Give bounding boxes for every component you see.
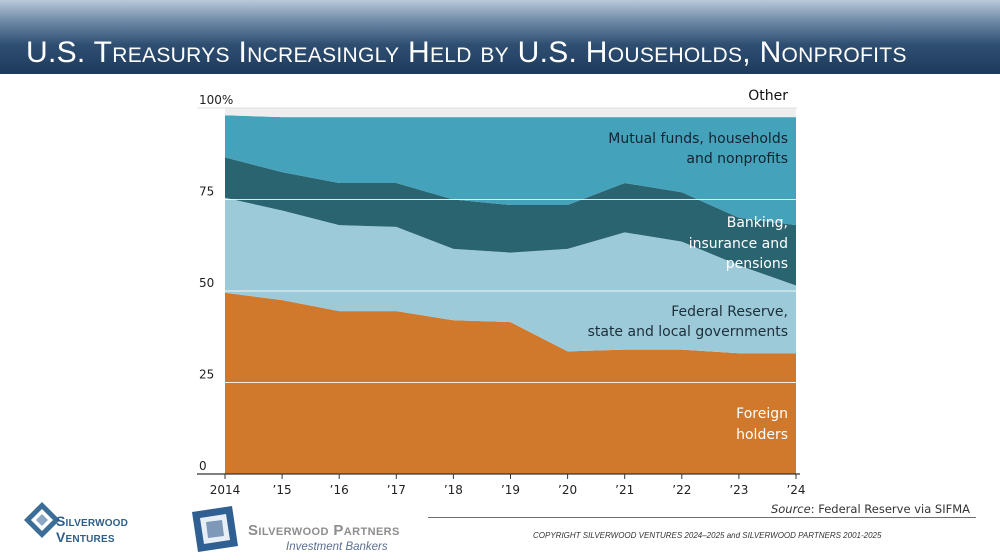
series-label: Mutual funds, households (608, 131, 788, 147)
x-tick-label: ’24 (786, 483, 805, 497)
x-tick-label: ’18 (444, 483, 463, 497)
source-note: Source: Federal Reserve via SIFMA (771, 502, 970, 516)
x-tick-label: ’21 (615, 483, 634, 497)
area-foreign-holders (225, 292, 796, 474)
logo-ventures-line1: Silverwood (56, 513, 129, 529)
area-federal-reserve-state-and-local-governments (225, 197, 796, 354)
logo-partners-line2: Investment Bankers (286, 541, 388, 553)
y-tick-label: 50 (199, 276, 214, 290)
source-text: : Federal Reserve via SIFMA (810, 502, 970, 516)
series-label: state and local governments (588, 324, 788, 340)
area-other (225, 108, 796, 118)
series-label: Federal Reserve, (671, 304, 788, 320)
y-tick-label: 25 (199, 368, 214, 382)
y-tick-label: 75 (199, 185, 214, 199)
x-tick-label: ’23 (729, 483, 748, 497)
slide-title: U.S. Treasurys Increasingly Held by U.S.… (26, 36, 907, 69)
area-mutual-funds-households-and-nonprofits (225, 115, 796, 226)
series-label: Other (748, 88, 788, 104)
x-tick-label: ’19 (501, 483, 520, 497)
x-tick-label: ’17 (387, 483, 406, 497)
series-label: and nonprofits (686, 151, 788, 167)
series-label: Foreign (736, 406, 788, 422)
series-label: Banking, (727, 215, 788, 231)
series-label: pensions (726, 256, 788, 272)
area-banking-insurance-and-pensions (225, 157, 796, 286)
series-label: holders (736, 427, 788, 443)
x-tick-label: ’16 (330, 483, 349, 497)
source-prefix: Source (770, 502, 811, 516)
silverwood-partners-logo-icon (192, 506, 238, 552)
x-tick-label: ’15 (273, 483, 292, 497)
title-bar (0, 0, 1000, 74)
x-tick-label: 2014 (210, 483, 241, 497)
x-tick-label: ’20 (558, 483, 577, 497)
copyright-text: COPYRIGHT SILVERWOOD VENTURES 2024–2025 … (533, 531, 882, 540)
logo-ventures-line2: Ventures (56, 529, 115, 545)
x-tick-label: ’22 (672, 483, 691, 497)
y-tick-label: 100% (199, 93, 233, 107)
footer-divider (428, 517, 976, 518)
logo-partners-line1: Silverwood Partners (248, 522, 400, 539)
y-tick-label: 0 (199, 459, 207, 473)
series-label: insurance and (689, 236, 788, 252)
silverwood-ventures-logo-icon (24, 502, 60, 538)
